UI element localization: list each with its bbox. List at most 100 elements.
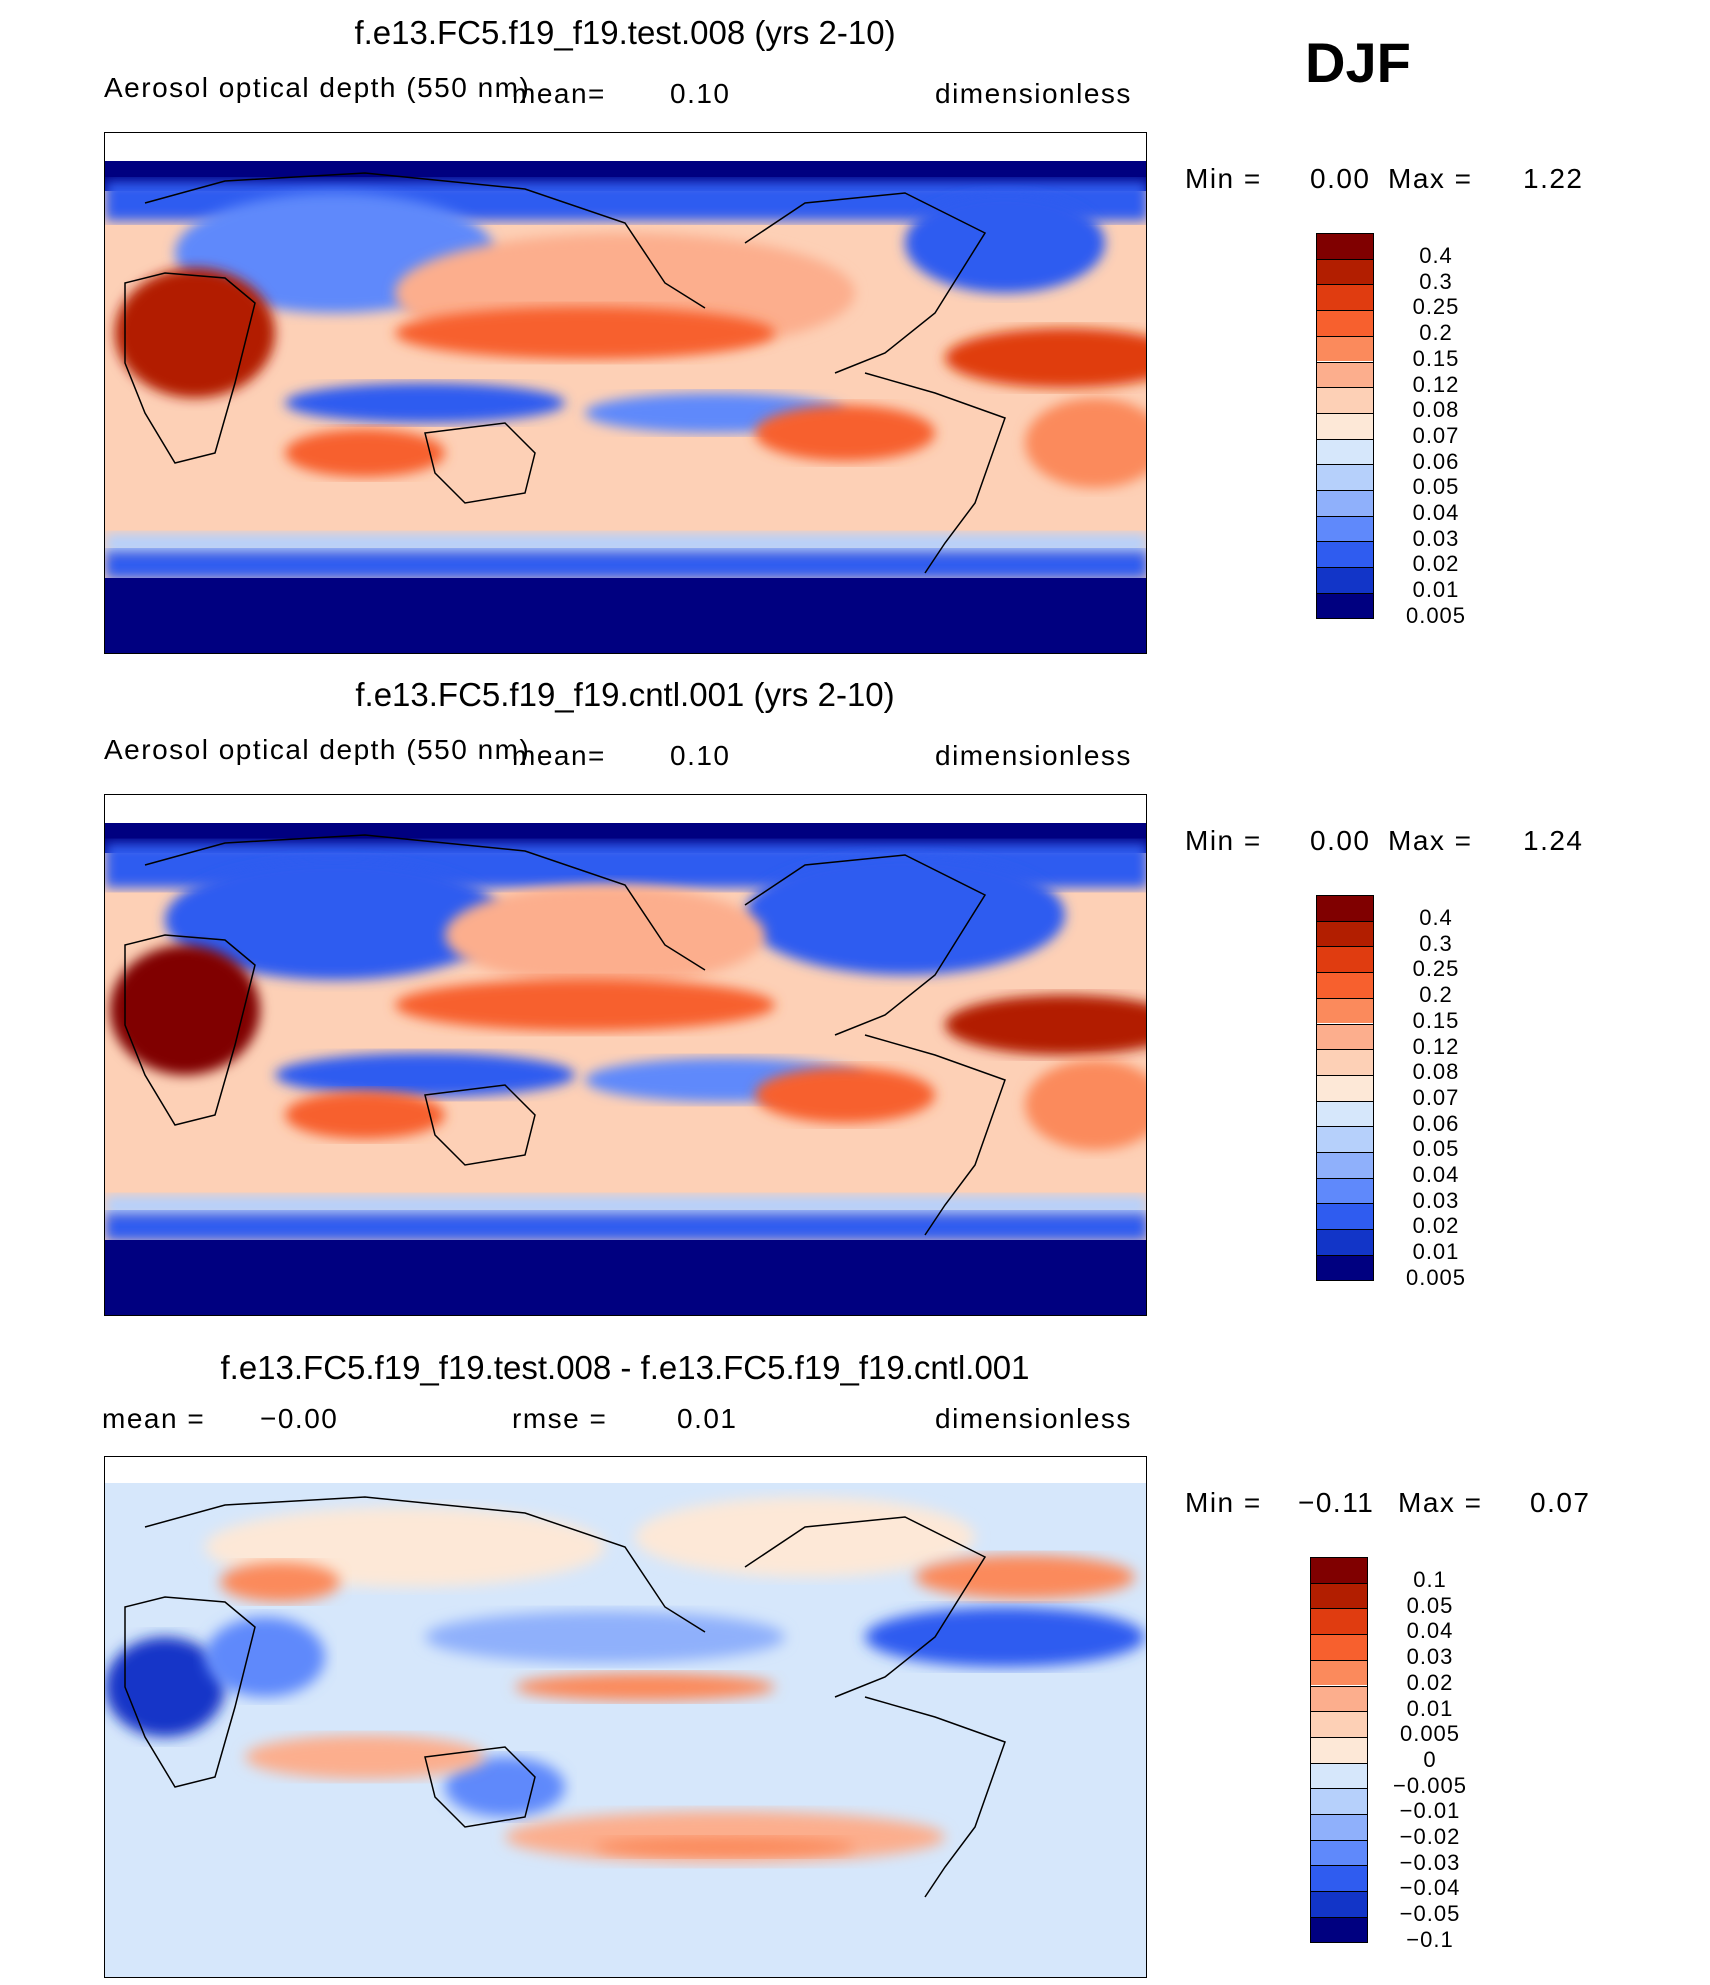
panel3-mean-value: −0.00 xyxy=(260,1403,339,1434)
panel3-rmse-label: rmse = xyxy=(512,1403,608,1434)
colorbar-swatch xyxy=(1316,1177,1374,1204)
panel2-variable: Aerosol optical depth (550 nm) xyxy=(104,734,531,765)
colorbar-level-label: 0.04 xyxy=(1412,500,1460,525)
colorbar-swatch xyxy=(1316,1100,1374,1127)
colorbar-level-label: 0.005 xyxy=(1399,1721,1461,1747)
colorbar-swatch xyxy=(1316,1229,1374,1255)
colorbar-swatch xyxy=(1316,541,1374,568)
colorbar-level-label: 0.03 xyxy=(1412,1187,1460,1213)
colorbar-level-label: −0.04 xyxy=(1399,1875,1461,1901)
panel3-units: dimensionless xyxy=(935,1403,1132,1434)
colorbar-level-label: 0.08 xyxy=(1412,397,1460,423)
panel1-max-label: Max = xyxy=(1388,163,1473,194)
panel3-mean-label: mean = xyxy=(102,1403,206,1434)
colorbar-level-label: 0.15 xyxy=(1412,345,1460,371)
colorbar-level-label: 0.05 xyxy=(1406,1592,1454,1618)
panel3-max-label: Max = xyxy=(1398,1487,1483,1518)
colorbar-swatch xyxy=(1310,1608,1368,1635)
colorbar-level-label: 0.12 xyxy=(1412,371,1460,397)
colorbar-swatch xyxy=(1316,592,1374,619)
colorbar-level-label: 0.02 xyxy=(1406,1669,1454,1695)
panel1-field xyxy=(105,133,1146,653)
panel1-max-value: 1.22 xyxy=(1523,163,1584,194)
colorbar-swatch xyxy=(1316,1203,1374,1230)
colorbar-frame xyxy=(1310,1557,1368,1943)
colorbar-swatch xyxy=(1316,1049,1374,1075)
colorbar-level-label: 0.01 xyxy=(1406,1695,1454,1721)
colorbar-level-label: 0.2 xyxy=(1419,320,1453,346)
colorbar-level-label: 0.1 xyxy=(1413,1567,1447,1592)
colorbar-swatch xyxy=(1310,1711,1368,1737)
season-label: DJF xyxy=(1305,31,1411,94)
colorbar-level-label: 0.01 xyxy=(1412,577,1460,603)
panel1-mean-value: 0.10 xyxy=(670,78,731,109)
colorbar-level-label: 0.005 xyxy=(1405,602,1467,628)
colorbar-swatch xyxy=(1310,1582,1368,1609)
panel3-min-value: −0.11 xyxy=(1298,1487,1375,1518)
colorbar-swatch xyxy=(1316,233,1374,259)
panel1-units: dimensionless xyxy=(935,78,1132,109)
colorbar-level-label: 0.12 xyxy=(1412,1033,1460,1059)
colorbar-level-label: 0.05 xyxy=(1412,474,1460,500)
colorbar-level-label: 0.06 xyxy=(1412,1110,1460,1136)
colorbar-level-label: −0.03 xyxy=(1399,1849,1461,1875)
panel1-min-value: 0.00 xyxy=(1310,163,1371,194)
colorbar-swatch xyxy=(1310,1839,1368,1866)
panel3-max-value: 0.07 xyxy=(1530,1487,1591,1518)
colorbar-swatch xyxy=(1316,412,1374,439)
colorbar-level-label: −0.02 xyxy=(1399,1824,1461,1849)
colorbar-level-label: 0.03 xyxy=(1406,1644,1454,1670)
panel2-map xyxy=(104,794,1147,1316)
panel1-variable: Aerosol optical depth (550 nm) xyxy=(104,72,531,103)
panel2-mean-label: mean= xyxy=(512,740,606,771)
colorbar-swatch xyxy=(1316,1126,1374,1152)
colorbar-swatch xyxy=(1310,1557,1368,1583)
panel2-field xyxy=(105,795,1146,1315)
panel2-coastlines xyxy=(124,834,1006,1236)
colorbar-swatch xyxy=(1316,1023,1374,1050)
colorbar-level-label: 0.07 xyxy=(1412,1084,1460,1110)
colorbar-level-label: 0.03 xyxy=(1412,525,1460,551)
panel2-min-value: 0.00 xyxy=(1310,825,1371,856)
colorbar-swatch xyxy=(1310,1762,1368,1789)
panel3-rmse-value: 0.01 xyxy=(677,1403,738,1434)
colorbar-swatch xyxy=(1316,387,1374,413)
colorbar-level-label: 0.02 xyxy=(1412,1213,1460,1239)
colorbar-level-label: 0.04 xyxy=(1406,1618,1454,1644)
colorbar-swatch xyxy=(1316,567,1374,593)
colorbar-swatch xyxy=(1316,258,1374,285)
colorbar-swatch xyxy=(1310,1659,1368,1686)
panel1-coastlines xyxy=(124,172,1006,574)
colorbar-swatch xyxy=(1316,997,1374,1024)
colorbar-swatch xyxy=(1310,1634,1368,1660)
colorbar-swatch xyxy=(1316,1074,1374,1101)
panel2-max-label: Max = xyxy=(1388,825,1473,856)
colorbar-level-label: −0.05 xyxy=(1399,1901,1461,1927)
colorbar-swatch xyxy=(1310,1736,1368,1763)
colorbar-level-label: −0.1 xyxy=(1406,1926,1454,1952)
colorbar-level-label: 0.4 xyxy=(1419,243,1453,268)
colorbar-swatch xyxy=(1316,972,1374,998)
colorbar-swatch xyxy=(1316,920,1374,947)
colorbar-swatch xyxy=(1316,895,1374,921)
panel2-title: f.e13.FC5.f19_f19.cntl.001 (yrs 2-10) xyxy=(355,676,895,713)
colorbar-swatch xyxy=(1316,464,1374,490)
colorbar-level-label: 0.04 xyxy=(1412,1162,1460,1187)
panel2-max-value: 1.24 xyxy=(1523,825,1584,856)
colorbar-level-label: 0.25 xyxy=(1412,294,1460,320)
colorbar-level-label: −0.005 xyxy=(1393,1772,1467,1798)
colorbar-frame xyxy=(1316,233,1374,619)
colorbar-swatch xyxy=(1316,361,1374,388)
panel1-map xyxy=(104,132,1147,654)
colorbar-frame xyxy=(1316,895,1374,1281)
colorbar-level-label: 0.3 xyxy=(1419,930,1453,956)
colorbar-level-label: 0.005 xyxy=(1405,1264,1467,1290)
colorbar-level-label: 0.06 xyxy=(1412,448,1460,474)
panel1-mean-label: mean= xyxy=(512,78,606,109)
colorbar-level-label: −0.01 xyxy=(1399,1798,1461,1824)
colorbar-swatch xyxy=(1316,284,1374,311)
panel1-title: f.e13.FC5.f19_f19.test.008 (yrs 2-10) xyxy=(354,14,896,51)
colorbar-level-label: 0.3 xyxy=(1419,268,1453,294)
colorbar-swatch xyxy=(1310,1814,1368,1840)
colorbar-swatch xyxy=(1310,1685,1368,1712)
